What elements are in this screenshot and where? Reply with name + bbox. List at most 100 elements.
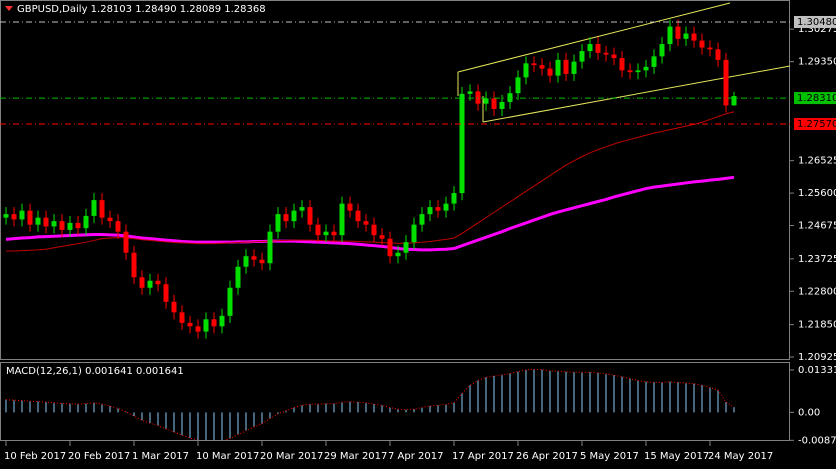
candle-body (291, 210, 297, 222)
candle-body (259, 259, 265, 264)
candle-body (219, 315, 225, 327)
candle-body (547, 68, 553, 76)
candle-body (675, 26, 681, 39)
candle-body (131, 252, 137, 278)
macd-title: MACD(12,26,1) 0.001641 0.001641 (6, 366, 184, 377)
price-level-label: 1.28310 (797, 93, 836, 104)
candle-body (603, 52, 609, 55)
candle-body (315, 224, 321, 236)
price-level-box (794, 92, 836, 105)
candle-body (507, 93, 513, 102)
candle-body (363, 221, 369, 225)
candle-body (515, 77, 521, 94)
candle-body (403, 242, 409, 253)
candle-body (587, 44, 593, 52)
candle-body (355, 210, 361, 222)
y-tick-label: 1.24675 (798, 221, 836, 232)
price-level-label: 1.30480 (797, 17, 836, 28)
channel-upper (457, 2, 731, 73)
candle-body (91, 200, 97, 216)
candle-body (347, 203, 353, 211)
y-tick-label: 0.013318 (798, 365, 836, 376)
y-tick-label: 1.23725 (798, 254, 836, 265)
macd-panel-frame (0, 362, 790, 441)
candle-body (195, 326, 201, 332)
candle-body (307, 207, 313, 225)
candle-body (731, 96, 737, 106)
x-tick-label: 7 Apr 2017 (388, 451, 443, 462)
x-tick-label: 1 Mar 2017 (132, 451, 189, 462)
candle-body (51, 221, 57, 227)
candle-body (387, 238, 393, 257)
candle-body (427, 207, 433, 215)
candle-body (595, 44, 601, 53)
candle-body (147, 280, 153, 288)
x-tick-label: 20 Feb 2017 (68, 451, 130, 462)
candle-body (619, 58, 625, 71)
candle-body (171, 301, 177, 313)
chart-title: GBPUSD,Daily 1.28103 1.28490 1.28089 1.2… (17, 4, 266, 15)
candle-body (299, 207, 305, 211)
x-tick-label: 17 Apr 2017 (452, 451, 514, 462)
y-tick-label: 1.30275 (798, 24, 836, 35)
channel (457, 2, 791, 123)
candle-body (139, 277, 145, 288)
y-tick-label: 1.22800 (798, 286, 836, 297)
candle-body (683, 33, 689, 39)
x-tick-label: 24 May 2017 (708, 451, 773, 462)
candle-body (707, 47, 713, 50)
candle-body (75, 222, 81, 229)
candle-body (179, 312, 185, 323)
macd-plot (5, 368, 735, 440)
candle-body (723, 59, 729, 106)
candle-body (563, 59, 569, 74)
candle-body (267, 231, 273, 264)
candle-body (243, 256, 249, 267)
candle-body (611, 54, 617, 59)
x-tick-label: 26 Apr 2017 (516, 451, 578, 462)
candle-body (483, 98, 489, 104)
candle-body (691, 33, 697, 41)
candle-body (187, 322, 193, 327)
candle-body (491, 98, 497, 109)
candle-body (571, 61, 577, 74)
candle-body (275, 214, 281, 232)
candle-body (451, 193, 457, 204)
price-level-label: 1.27570 (797, 119, 836, 130)
y-tick-label: 1.20925 (798, 352, 836, 363)
candle-body (523, 63, 529, 78)
candle-body (411, 224, 417, 243)
candle-body (435, 207, 441, 211)
candle-body (579, 51, 585, 62)
candle-body (627, 70, 633, 73)
candle-body (419, 214, 425, 225)
candle-body (331, 231, 337, 236)
candle-body (67, 222, 73, 230)
candle-body (371, 224, 377, 236)
x-tick-label: 5 May 2017 (580, 451, 639, 462)
candle-body (3, 214, 9, 218)
candle-body (467, 91, 473, 94)
candle-body (27, 210, 33, 225)
candle-body (115, 221, 121, 232)
candle-body (539, 65, 545, 69)
candle-body (211, 319, 217, 327)
candle-body (659, 44, 665, 57)
candle-body (395, 252, 401, 257)
candle-body (339, 203, 345, 236)
y-tick-label: 1.29350 (798, 57, 836, 68)
candle-body (227, 287, 233, 316)
candle-body (283, 214, 289, 222)
candle-body (531, 63, 537, 66)
x-tick-label: 15 May 2017 (644, 451, 709, 462)
candle-body (83, 215, 89, 229)
candle-body (11, 214, 17, 220)
price-plot (3, 19, 737, 339)
candle-body (715, 49, 721, 60)
candle-body (651, 56, 657, 67)
channel-lower (482, 65, 791, 123)
candle-body (43, 217, 49, 227)
